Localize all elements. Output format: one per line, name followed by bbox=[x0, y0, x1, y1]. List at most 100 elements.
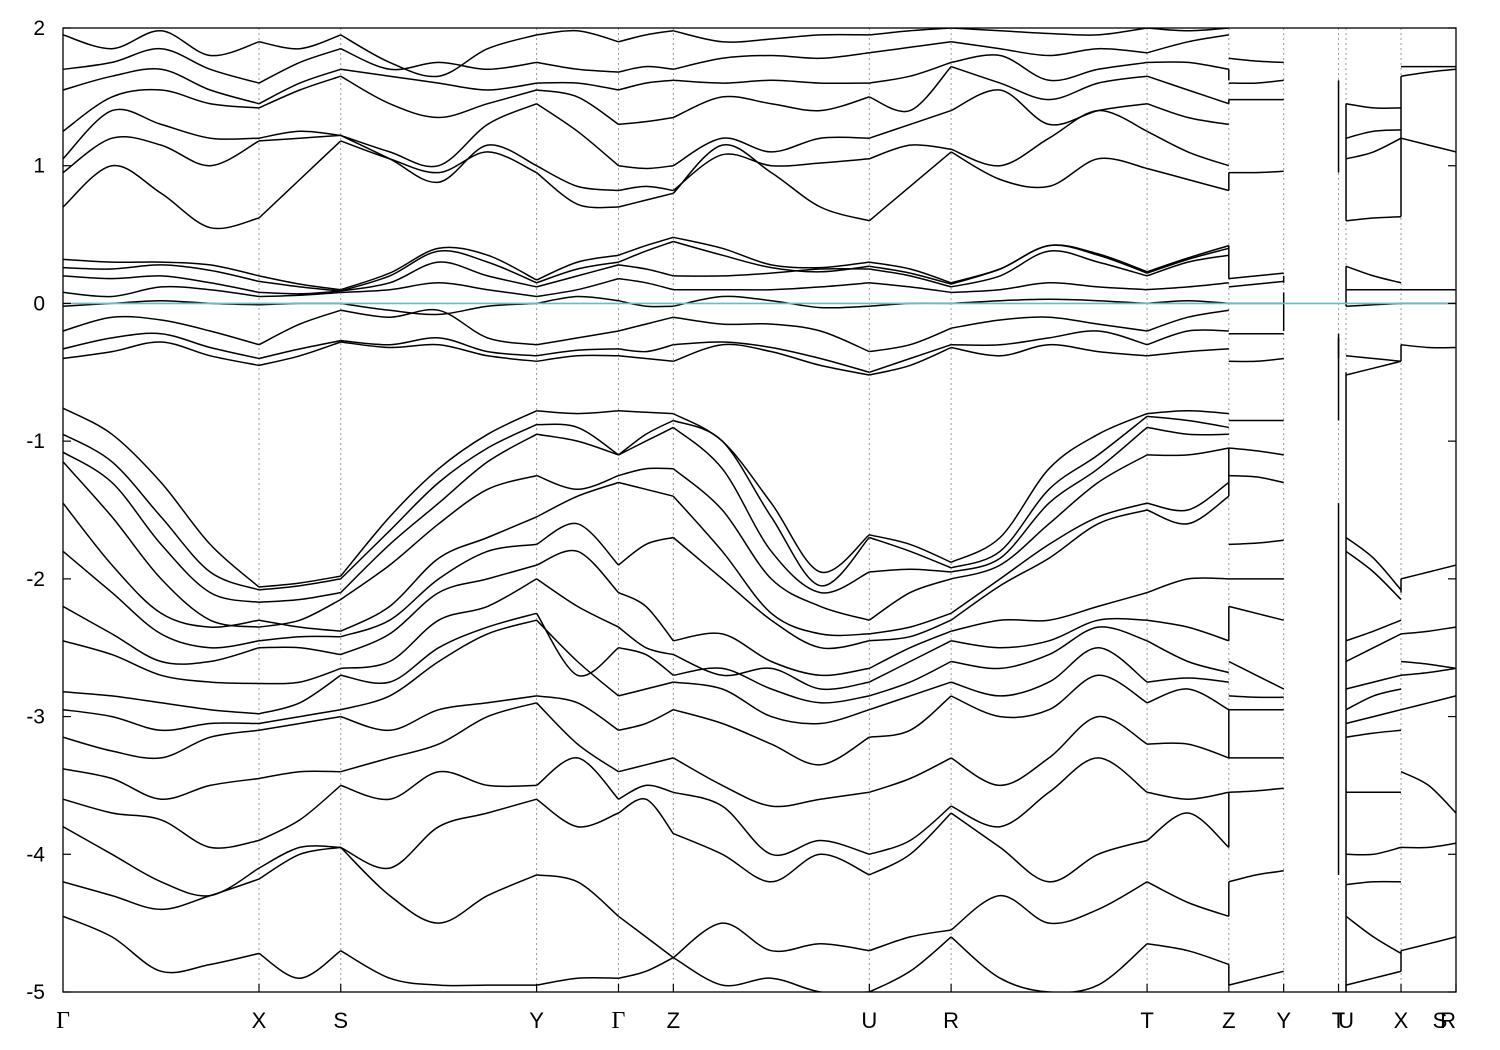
kpoint-label: X bbox=[252, 1008, 267, 1033]
band-line-c2 bbox=[258, 339, 341, 360]
band-line-b4 bbox=[1146, 791, 1229, 800]
band-line-c4 bbox=[340, 302, 537, 316]
band-line-c6 bbox=[673, 267, 870, 277]
band-line-b14 bbox=[672, 426, 870, 594]
band-line-b11 bbox=[950, 509, 1148, 621]
band-line-c7 bbox=[673, 240, 870, 273]
band-line-b13 bbox=[868, 578, 952, 621]
band-line-c7 bbox=[618, 240, 674, 263]
band-line-c8 bbox=[869, 261, 952, 284]
band-line-u7 bbox=[340, 34, 537, 78]
band-line-b9 bbox=[673, 653, 870, 691]
band-line-b5 bbox=[536, 702, 619, 773]
band-line-u3 bbox=[63, 108, 260, 160]
band-line-u2 bbox=[63, 135, 260, 174]
band-line-b12 bbox=[536, 481, 619, 518]
band-line-b7 bbox=[340, 619, 537, 711]
band-line-b12 bbox=[869, 612, 952, 635]
band-line-u1 bbox=[618, 192, 674, 208]
band-line-c6 bbox=[950, 249, 1148, 288]
band-line-c4 bbox=[951, 298, 1148, 305]
band-line-b15 bbox=[536, 423, 619, 456]
band-line-c1 bbox=[1345, 360, 1402, 376]
band-line-b9 bbox=[340, 578, 537, 670]
band-line-u4 bbox=[536, 89, 619, 126]
band-line-u3 bbox=[1345, 129, 1402, 139]
band-line-b10 bbox=[63, 605, 260, 665]
band-line-c1 bbox=[63, 341, 260, 367]
band-line-b13 bbox=[63, 461, 260, 628]
band-line-b10 bbox=[950, 591, 1148, 632]
band-line-b1 bbox=[63, 915, 260, 974]
band-line-b4 bbox=[950, 757, 1148, 828]
band-line-b11 bbox=[340, 543, 537, 638]
band-line-u3 bbox=[340, 103, 537, 168]
band-line-b5 bbox=[258, 770, 341, 780]
band-line-b2 bbox=[869, 929, 952, 952]
band-line-u7 bbox=[258, 34, 341, 50]
band-line-c5 bbox=[1345, 265, 1402, 284]
band-line-c1 bbox=[1147, 348, 1229, 357]
band-line-b3 bbox=[618, 797, 674, 835]
plot-frame bbox=[62, 27, 1457, 993]
band-line-b1 bbox=[536, 976, 619, 986]
band-line-b5 bbox=[63, 768, 260, 800]
y-tick-label: -3 bbox=[26, 706, 45, 729]
band-line-c1 bbox=[536, 354, 619, 363]
band-line-c7 bbox=[1146, 247, 1230, 274]
band-line-c4 bbox=[536, 295, 619, 305]
band-line-b11 bbox=[1345, 619, 1402, 642]
band-line-u7 bbox=[951, 28, 1148, 36]
band-line-b3 bbox=[258, 845, 341, 869]
band-line-b2 bbox=[950, 881, 1148, 931]
band-line-b12 bbox=[672, 495, 870, 637]
band-line-c3 bbox=[618, 316, 674, 332]
band-line-b12 bbox=[1345, 550, 1402, 601]
band-line-b8 bbox=[1146, 640, 1229, 674]
band-line-u1 bbox=[536, 172, 619, 209]
band-line-b7 bbox=[1400, 626, 1456, 635]
band-line-b13 bbox=[950, 454, 1148, 580]
kpoint-label: U bbox=[1338, 1008, 1354, 1033]
band-line-b14 bbox=[1146, 426, 1229, 436]
band-line-b8 bbox=[63, 691, 260, 715]
band-line-b5 bbox=[672, 757, 870, 808]
band-line-b14 bbox=[869, 568, 952, 573]
band-line-b3 bbox=[340, 798, 537, 870]
band-line-b16 bbox=[672, 412, 870, 574]
band-line-u3 bbox=[672, 136, 870, 167]
band-line-c1 bbox=[258, 341, 341, 367]
band-line-u5 bbox=[1147, 61, 1229, 71]
band-line-b7 bbox=[63, 708, 260, 732]
band-line-b9 bbox=[1345, 674, 1402, 690]
band-line-u2 bbox=[1400, 68, 1456, 77]
band-line-u2 bbox=[672, 153, 870, 192]
band-line-b8 bbox=[1400, 564, 1456, 580]
band-line-b13 bbox=[340, 474, 537, 601]
band-line-b11 bbox=[258, 635, 341, 642]
band-line-b2 bbox=[1228, 870, 1284, 883]
band-line-u4 bbox=[1228, 57, 1284, 64]
band-line-c4 bbox=[673, 295, 870, 309]
band-line-b2 bbox=[672, 922, 870, 959]
band-line-b9 bbox=[258, 667, 341, 685]
band-line-u5 bbox=[618, 79, 674, 91]
band-line-b4 bbox=[1345, 846, 1402, 856]
band-line-u2 bbox=[950, 109, 1148, 167]
band-line-b10 bbox=[868, 630, 952, 670]
band-line-c2 bbox=[869, 343, 952, 374]
band-line-b13 bbox=[672, 468, 870, 621]
band-line-b5 bbox=[950, 715, 1148, 787]
kpoint-label: Y bbox=[529, 1008, 544, 1033]
band-line-b1 bbox=[1146, 943, 1230, 966]
band-line-b1 bbox=[1345, 970, 1402, 986]
band-line-b12 bbox=[950, 502, 1148, 614]
band-line-u6 bbox=[340, 48, 537, 71]
band-line-b16 bbox=[869, 534, 952, 563]
band-line-u7 bbox=[1147, 28, 1229, 32]
band-line-c7 bbox=[340, 249, 537, 292]
segment-jump-lines bbox=[1228, 69, 1402, 992]
band-line-b11 bbox=[869, 619, 952, 642]
band-line-b1 bbox=[868, 936, 952, 992]
band-line-b9 bbox=[618, 626, 674, 656]
